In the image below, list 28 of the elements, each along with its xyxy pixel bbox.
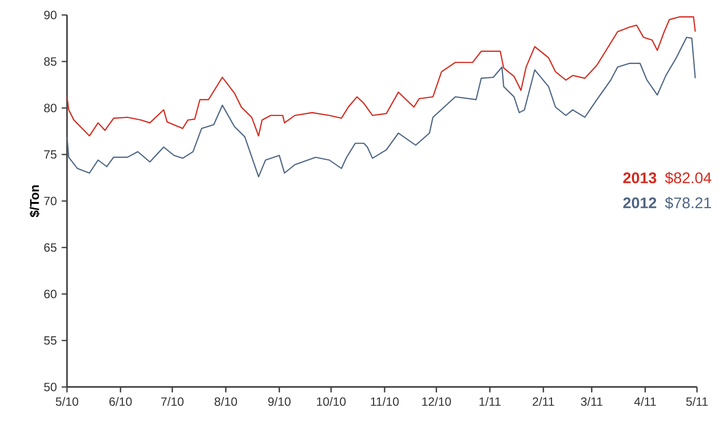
x-tick-label: 11/10 xyxy=(370,397,399,406)
y-tick-label: 80 xyxy=(44,104,57,112)
text: 2012 xyxy=(623,197,656,208)
x-tick-label: 4/11 xyxy=(634,397,656,406)
annotation: $82.04 xyxy=(665,172,712,184)
x-tick-label: 2/11 xyxy=(532,397,554,406)
annotation: $78.21 xyxy=(665,196,711,210)
text: 2013 xyxy=(623,172,656,184)
x-tick-label: 9/10 xyxy=(268,397,291,406)
y-tick-label: 50 xyxy=(44,382,57,392)
x-tick-label: 1/11 xyxy=(480,397,501,406)
y-tick-label: 85 xyxy=(44,57,56,66)
y-tick-label: 60 xyxy=(44,290,57,298)
line-series xyxy=(66,16,696,136)
y-tick-label: 70 xyxy=(44,196,57,206)
y-tick-label: 90 xyxy=(44,10,57,20)
y-tick-label: 75 xyxy=(44,150,56,159)
x-tick-label: 6/10 xyxy=(109,397,132,406)
x-tick-label: 3/11 xyxy=(580,397,602,406)
x-tick-label: 8/10 xyxy=(214,397,238,406)
x-tick-label: 10/10 xyxy=(316,397,346,406)
x-tick-label: 7/10 xyxy=(161,397,184,406)
x-tick-label: 12/10 xyxy=(422,397,451,406)
y-tick-label: 65 xyxy=(44,243,56,252)
y-axis-title: $/Ton xyxy=(29,185,40,218)
y-tick-label: 55 xyxy=(44,336,56,345)
x-tick-label: 5/11 xyxy=(686,397,708,406)
x-tick-label: 5/10 xyxy=(56,397,78,406)
